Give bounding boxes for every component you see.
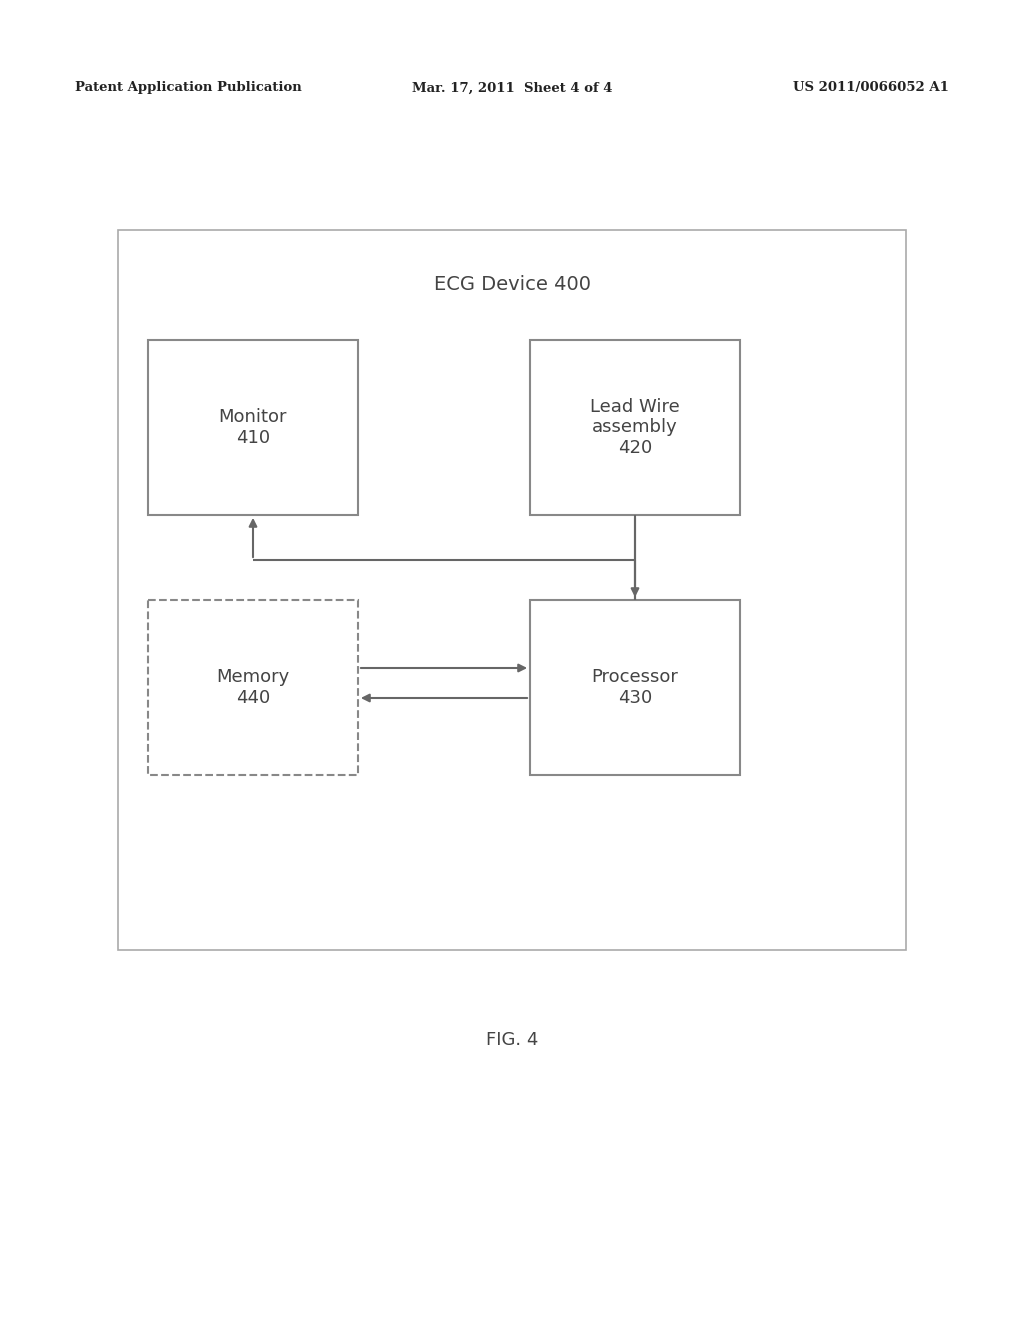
- Text: Monitor
410: Monitor 410: [219, 408, 288, 447]
- Text: US 2011/0066052 A1: US 2011/0066052 A1: [794, 82, 949, 95]
- Text: Processor
430: Processor 430: [592, 668, 679, 708]
- Text: Patent Application Publication: Patent Application Publication: [75, 82, 302, 95]
- Text: ECG Device 400: ECG Device 400: [433, 276, 591, 294]
- Text: Lead Wire
assembly
420: Lead Wire assembly 420: [590, 397, 680, 457]
- Text: FIG. 4: FIG. 4: [485, 1031, 539, 1049]
- Bar: [530, 601, 740, 775]
- Bar: [148, 341, 358, 515]
- Bar: [118, 230, 906, 950]
- Text: Mar. 17, 2011  Sheet 4 of 4: Mar. 17, 2011 Sheet 4 of 4: [412, 82, 612, 95]
- Bar: [148, 601, 358, 775]
- Text: Memory
440: Memory 440: [216, 668, 290, 708]
- Bar: [530, 341, 740, 515]
